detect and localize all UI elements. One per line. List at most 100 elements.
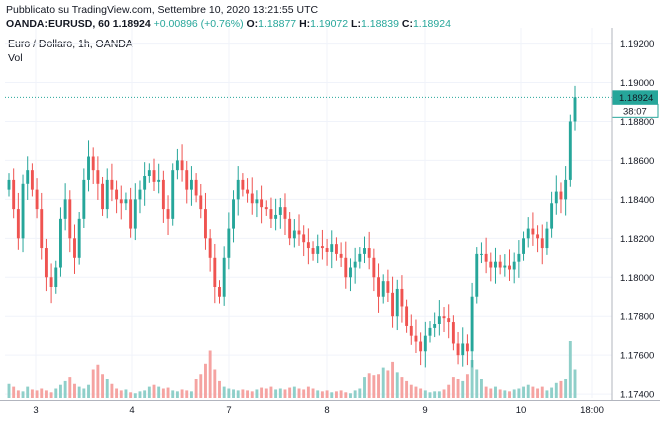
candle-body	[292, 230, 296, 239]
volume-bar	[199, 374, 203, 398]
candle-body	[409, 325, 413, 336]
volume-bar	[297, 388, 301, 398]
price-tick-label: 1.18600	[620, 156, 654, 167]
volume-bar	[330, 392, 334, 398]
candle-body	[414, 335, 418, 342]
volume-bar	[12, 386, 16, 398]
candle-body	[512, 261, 516, 270]
candle	[545, 221, 549, 255]
candle-body	[442, 316, 446, 319]
candle-body	[264, 207, 268, 210]
candle-body	[185, 170, 189, 190]
price-tick-label: 1.19000	[620, 78, 654, 89]
candle-body	[564, 179, 568, 200]
volume-bar	[564, 379, 568, 398]
candle	[353, 247, 357, 284]
price-axis[interactable]: 1.19200 1.19000 1.18800 1.18600 1.18400 1.182…	[611, 28, 654, 401]
candle-body	[531, 228, 535, 235]
volume-bar	[419, 388, 423, 398]
candle	[358, 247, 362, 269]
volume-bar	[437, 391, 441, 398]
candle	[105, 168, 109, 219]
candle-body	[194, 179, 198, 196]
candle	[91, 147, 95, 184]
open-label: O:	[246, 18, 259, 30]
volume-bar	[540, 386, 544, 398]
candle	[44, 238, 48, 292]
volume-bar	[175, 391, 179, 398]
volume-bar	[512, 389, 516, 398]
candle	[189, 166, 193, 206]
candle-body	[433, 324, 437, 328]
candle	[241, 173, 245, 197]
volume-bar	[147, 386, 151, 398]
candle-body	[554, 191, 558, 204]
candle	[26, 156, 30, 200]
volume-bar	[381, 367, 385, 398]
grid-lines	[5, 28, 612, 398]
candle-body	[21, 183, 25, 239]
candle-body	[311, 248, 315, 254]
candle-body	[330, 244, 334, 252]
candle-body	[208, 238, 212, 258]
candle	[465, 334, 469, 366]
volume-bar	[49, 392, 53, 398]
candle-body	[260, 199, 264, 208]
candle	[484, 237, 488, 274]
volume-bar	[119, 390, 123, 398]
candle-body	[498, 261, 502, 268]
volume-bar	[498, 389, 502, 398]
candle	[157, 163, 161, 194]
candle	[451, 315, 455, 351]
candle-body	[119, 199, 123, 204]
volume-bar	[87, 384, 90, 398]
volume-bar	[166, 387, 170, 398]
price-tick-label: 1.19200	[620, 39, 654, 50]
candle	[498, 254, 502, 275]
candle-body	[306, 242, 310, 249]
published-line: Pubblicato su TradingView.com, Settembre…	[6, 4, 319, 16]
candle-body	[246, 189, 250, 194]
volume-bar	[110, 383, 114, 398]
time-tick-label: 18:00	[580, 405, 604, 416]
volume-bar	[274, 389, 278, 398]
volume-bar	[213, 369, 217, 398]
time-tick-label: 9	[422, 405, 427, 416]
candle-body	[166, 209, 170, 219]
volume-bar	[433, 391, 437, 398]
candle-body	[63, 199, 67, 219]
candle	[297, 214, 301, 246]
volume-bar	[320, 391, 324, 398]
volume-bar	[208, 350, 212, 398]
candle	[199, 183, 203, 219]
candle-body	[550, 203, 554, 229]
candle-body	[484, 253, 488, 262]
volume-bar	[400, 377, 404, 398]
volume-bar	[428, 392, 432, 398]
candle-body	[503, 265, 507, 268]
candle	[550, 191, 554, 238]
candle	[391, 276, 395, 328]
candle-body	[405, 306, 409, 326]
volume-bar	[316, 390, 320, 398]
volume-bar	[302, 389, 306, 398]
volume-bar	[250, 391, 254, 398]
time-axis[interactable]: 3 4 7 8 9 10 18:00	[0, 400, 660, 417]
candle	[316, 234, 320, 264]
volume-bar	[189, 391, 193, 398]
candle	[68, 190, 72, 253]
candle	[372, 248, 376, 292]
candle-body	[59, 218, 62, 268]
candle-body	[461, 343, 465, 356]
candle-body	[152, 170, 156, 182]
time-tick-label: 8	[324, 405, 329, 416]
candle-body	[222, 257, 226, 297]
volume-bar	[339, 390, 343, 398]
last-price-value: 1.18924	[112, 18, 151, 30]
candle-body	[447, 318, 451, 323]
candle	[77, 212, 81, 265]
candle-body	[423, 335, 427, 352]
candle	[232, 190, 235, 243]
candle	[377, 263, 380, 313]
